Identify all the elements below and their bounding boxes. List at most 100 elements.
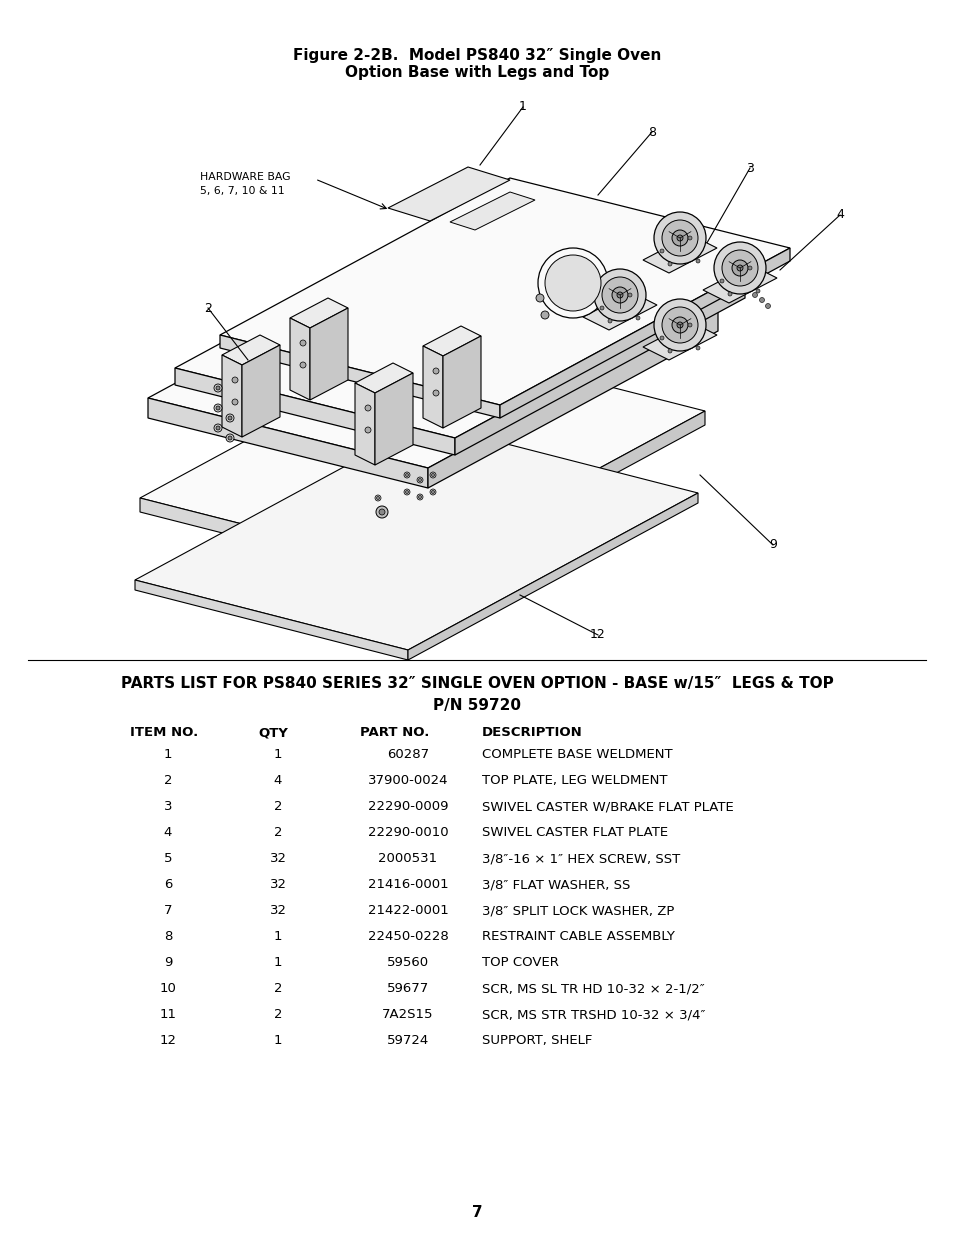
Circle shape xyxy=(713,242,765,294)
Text: 2000531: 2000531 xyxy=(378,852,437,864)
Text: 2: 2 xyxy=(274,800,282,813)
Circle shape xyxy=(378,509,385,515)
Circle shape xyxy=(299,340,306,346)
Polygon shape xyxy=(422,346,442,429)
Polygon shape xyxy=(140,341,704,568)
Text: 10: 10 xyxy=(159,982,176,995)
Text: SWIVEL CASTER FLAT PLATE: SWIVEL CASTER FLAT PLATE xyxy=(481,826,667,839)
Circle shape xyxy=(433,390,438,396)
Text: SWIVEL CASTER W/BRAKE FLAT PLATE: SWIVEL CASTER W/BRAKE FLAT PLATE xyxy=(481,800,733,813)
Circle shape xyxy=(418,478,421,482)
Text: 2: 2 xyxy=(274,826,282,839)
Text: TOP PLATE, LEG WELDMENT: TOP PLATE, LEG WELDMENT xyxy=(481,774,667,787)
Circle shape xyxy=(759,298,763,303)
Text: 12: 12 xyxy=(159,1034,176,1047)
Text: PARTS LIST FOR PS840 SERIES 32″ SINGLE OVEN OPTION - BASE w/15″  LEGS & TOP: PARTS LIST FOR PS840 SERIES 32″ SINGLE O… xyxy=(120,676,833,692)
Polygon shape xyxy=(290,298,348,329)
Text: 3/8″ FLAT WASHER, SS: 3/8″ FLAT WASHER, SS xyxy=(481,878,630,890)
Circle shape xyxy=(764,304,770,309)
Circle shape xyxy=(601,277,638,312)
Text: 32: 32 xyxy=(269,852,286,864)
Polygon shape xyxy=(135,424,698,650)
Circle shape xyxy=(612,287,627,303)
Text: 60287: 60287 xyxy=(387,748,429,761)
Text: Option Base with Legs and Top: Option Base with Legs and Top xyxy=(345,65,608,80)
Circle shape xyxy=(228,436,232,440)
Circle shape xyxy=(667,262,671,266)
Circle shape xyxy=(617,291,622,298)
Text: 11: 11 xyxy=(159,1008,176,1021)
Text: 1: 1 xyxy=(274,956,282,969)
Circle shape xyxy=(232,399,237,405)
Circle shape xyxy=(430,489,436,495)
Circle shape xyxy=(537,248,607,317)
Text: 8: 8 xyxy=(164,930,172,944)
Polygon shape xyxy=(582,291,657,330)
Polygon shape xyxy=(310,308,348,400)
Circle shape xyxy=(696,259,700,263)
Circle shape xyxy=(405,473,408,477)
Text: 1: 1 xyxy=(274,748,282,761)
Circle shape xyxy=(215,406,220,410)
Circle shape xyxy=(431,473,434,477)
Circle shape xyxy=(599,306,603,310)
Text: HARDWARE BAG: HARDWARE BAG xyxy=(200,172,291,182)
Circle shape xyxy=(365,405,371,411)
Circle shape xyxy=(403,489,410,495)
Circle shape xyxy=(607,319,612,324)
Text: 1: 1 xyxy=(274,1034,282,1047)
Circle shape xyxy=(375,495,380,501)
Polygon shape xyxy=(428,311,718,488)
Polygon shape xyxy=(290,317,310,400)
Polygon shape xyxy=(242,345,280,437)
Text: 59560: 59560 xyxy=(387,956,429,969)
Circle shape xyxy=(215,387,220,390)
Circle shape xyxy=(737,266,742,270)
Text: 1: 1 xyxy=(274,930,282,944)
Text: 3/8″-16 × 1″ HEX SCREW, SST: 3/8″-16 × 1″ HEX SCREW, SST xyxy=(481,852,679,864)
Text: DESCRIPTION: DESCRIPTION xyxy=(481,726,582,739)
Text: COMPLETE BASE WELDMENT: COMPLETE BASE WELDMENT xyxy=(481,748,672,761)
Text: 4: 4 xyxy=(835,209,843,221)
Circle shape xyxy=(540,311,548,319)
Polygon shape xyxy=(442,336,480,429)
Circle shape xyxy=(416,477,422,483)
Polygon shape xyxy=(408,493,698,659)
Text: TOP COVER: TOP COVER xyxy=(481,956,558,969)
Circle shape xyxy=(627,293,631,296)
Circle shape xyxy=(536,294,543,303)
Circle shape xyxy=(215,426,220,430)
Text: 8: 8 xyxy=(647,126,656,138)
Polygon shape xyxy=(422,326,480,356)
Circle shape xyxy=(661,220,698,256)
Polygon shape xyxy=(174,211,744,438)
Text: 2: 2 xyxy=(274,982,282,995)
Circle shape xyxy=(727,291,731,296)
Circle shape xyxy=(659,249,663,253)
Circle shape xyxy=(654,299,705,351)
Polygon shape xyxy=(220,335,499,417)
Text: 32: 32 xyxy=(269,904,286,918)
Circle shape xyxy=(375,506,388,517)
Polygon shape xyxy=(355,383,375,466)
Circle shape xyxy=(667,350,671,353)
Circle shape xyxy=(752,293,757,298)
Circle shape xyxy=(594,269,645,321)
Polygon shape xyxy=(135,580,408,659)
Text: 22450-0228: 22450-0228 xyxy=(367,930,448,944)
Polygon shape xyxy=(148,241,718,468)
Text: 6: 6 xyxy=(164,878,172,890)
Text: 32: 32 xyxy=(269,878,286,890)
Circle shape xyxy=(299,362,306,368)
Circle shape xyxy=(671,317,687,333)
Text: 9: 9 xyxy=(768,538,776,552)
Text: 3: 3 xyxy=(164,800,172,813)
Circle shape xyxy=(677,235,682,241)
Text: 2: 2 xyxy=(164,774,172,787)
Polygon shape xyxy=(220,178,789,405)
Text: 1: 1 xyxy=(518,100,526,114)
Text: 22290-0009: 22290-0009 xyxy=(367,800,448,813)
Text: SCR, MS SL TR HD 10-32 × 2-1/2″: SCR, MS SL TR HD 10-32 × 2-1/2″ xyxy=(481,982,704,995)
Text: 4: 4 xyxy=(164,826,172,839)
Text: SCR, MS STR TRSHD 10-32 × 3/4″: SCR, MS STR TRSHD 10-32 × 3/4″ xyxy=(481,1008,705,1021)
